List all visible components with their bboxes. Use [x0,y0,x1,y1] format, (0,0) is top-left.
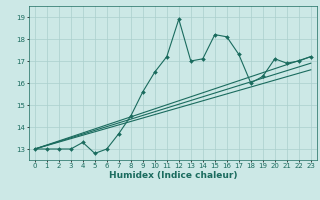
X-axis label: Humidex (Indice chaleur): Humidex (Indice chaleur) [108,171,237,180]
